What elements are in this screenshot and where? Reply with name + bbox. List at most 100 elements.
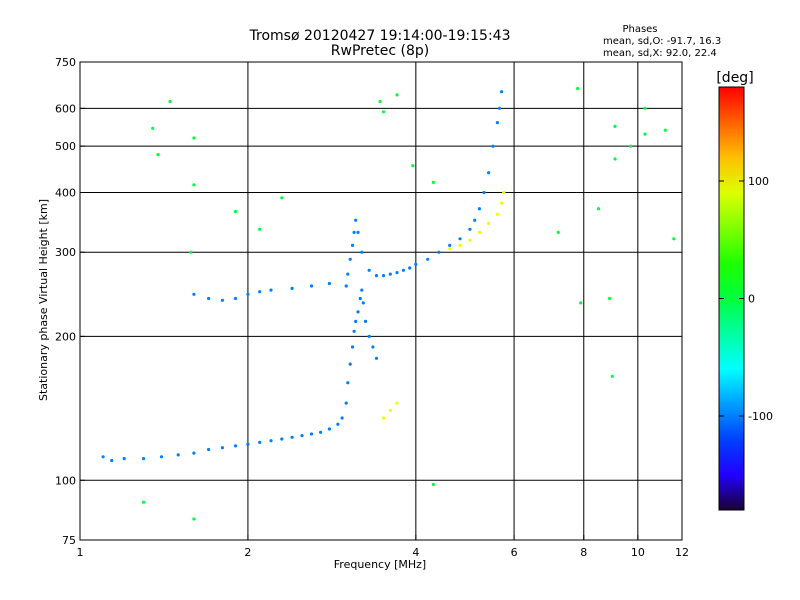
chart-subtitle: RwPretec (8p) [331, 43, 429, 59]
data-point [487, 171, 491, 175]
data-point [495, 121, 499, 125]
y-tick-label: 750 [55, 56, 76, 69]
x-axis: 1 2 4 6 8 10 12 [77, 535, 689, 559]
x-tick-label: 1 [77, 546, 84, 559]
data-point [395, 93, 399, 97]
colorbar: 100 0 -100 [718, 86, 773, 511]
data-point [142, 457, 146, 461]
data-point [233, 209, 238, 214]
y-tick-label: 500 [55, 140, 76, 153]
data-point [448, 243, 452, 247]
data-point [358, 296, 362, 301]
data-point [477, 230, 481, 234]
data-point [280, 437, 284, 441]
data-point [122, 457, 126, 461]
data-point [142, 500, 146, 504]
colorbar-tick-label: -100 [748, 410, 773, 423]
data-point [663, 128, 667, 132]
chart-title: Tromsø 20120427 19:14:00-19:15:43 [249, 28, 511, 44]
data-point [354, 319, 358, 323]
data-point [613, 124, 617, 128]
x-axis-label: Frequency [MHz] [334, 558, 426, 571]
data-point [352, 329, 356, 333]
data-point [643, 132, 647, 136]
data-point [388, 408, 392, 412]
data-point [381, 110, 386, 114]
data-point [340, 416, 344, 420]
data-point [431, 482, 435, 487]
data-point [374, 356, 379, 360]
data-point [672, 237, 676, 241]
plot-frame [79, 61, 683, 541]
data-point [151, 126, 155, 130]
data-point [381, 274, 386, 278]
data-point [192, 451, 196, 455]
data-point [374, 274, 379, 278]
data-point [502, 190, 506, 195]
data-point [500, 90, 504, 94]
data-point [608, 296, 612, 301]
data-point [576, 86, 580, 91]
data-point [367, 334, 371, 338]
phases-o-stats: mean, sd,O: -91.7, 16.3 [603, 36, 721, 47]
data-point [258, 290, 262, 294]
data-point [381, 416, 386, 420]
data-point [159, 455, 164, 459]
phases-title: Phases [622, 24, 657, 35]
data-point [300, 434, 304, 438]
data-point [350, 243, 355, 247]
phases-x-stats: mean, sd,X: 92.0, 22.4 [603, 48, 717, 59]
data-point [401, 268, 405, 272]
data-point [613, 157, 617, 161]
x-tick-label: 8 [580, 546, 587, 559]
y-tick-label: 400 [55, 186, 76, 199]
data-point [233, 296, 238, 301]
data-point [354, 218, 358, 222]
data-point [579, 301, 583, 305]
data-point [458, 237, 462, 241]
data-point [220, 446, 224, 450]
data-point [309, 284, 314, 288]
data-point [431, 180, 435, 184]
data-points [101, 86, 676, 521]
x-tick-label: 6 [511, 546, 518, 559]
data-point [388, 272, 392, 276]
data-point [309, 432, 314, 436]
y-axis-label: Stationary phase Virtual Height [km] [37, 199, 50, 401]
data-point [360, 288, 364, 292]
data-point [280, 196, 284, 200]
data-point [596, 207, 601, 211]
data-point [356, 230, 360, 234]
data-point [363, 319, 368, 323]
data-point [269, 439, 273, 443]
data-point [269, 288, 273, 292]
data-point [468, 238, 472, 242]
data-point [101, 455, 105, 459]
x-tick-label: 10 [631, 546, 645, 559]
data-point [189, 250, 193, 254]
data-point [610, 374, 614, 378]
data-point [327, 427, 331, 431]
x-tick-label: 4 [412, 546, 419, 559]
data-point [233, 444, 238, 448]
data-point [290, 435, 294, 439]
data-point [414, 262, 418, 266]
data-point [350, 345, 355, 349]
data-point [344, 284, 348, 288]
data-point [395, 401, 399, 405]
data-point [168, 99, 172, 104]
data-point [192, 183, 196, 187]
data-point [246, 292, 250, 296]
data-point [192, 517, 196, 521]
data-point [411, 164, 415, 168]
colorbar-label: [deg] [716, 70, 753, 86]
data-point [361, 301, 365, 305]
y-tick-label: 300 [55, 246, 76, 259]
data-point [348, 257, 352, 261]
data-point [156, 153, 160, 157]
data-point [437, 250, 441, 254]
data-point [497, 106, 502, 110]
plot-border [79, 61, 683, 541]
data-point [500, 201, 504, 205]
data-point [643, 106, 647, 110]
